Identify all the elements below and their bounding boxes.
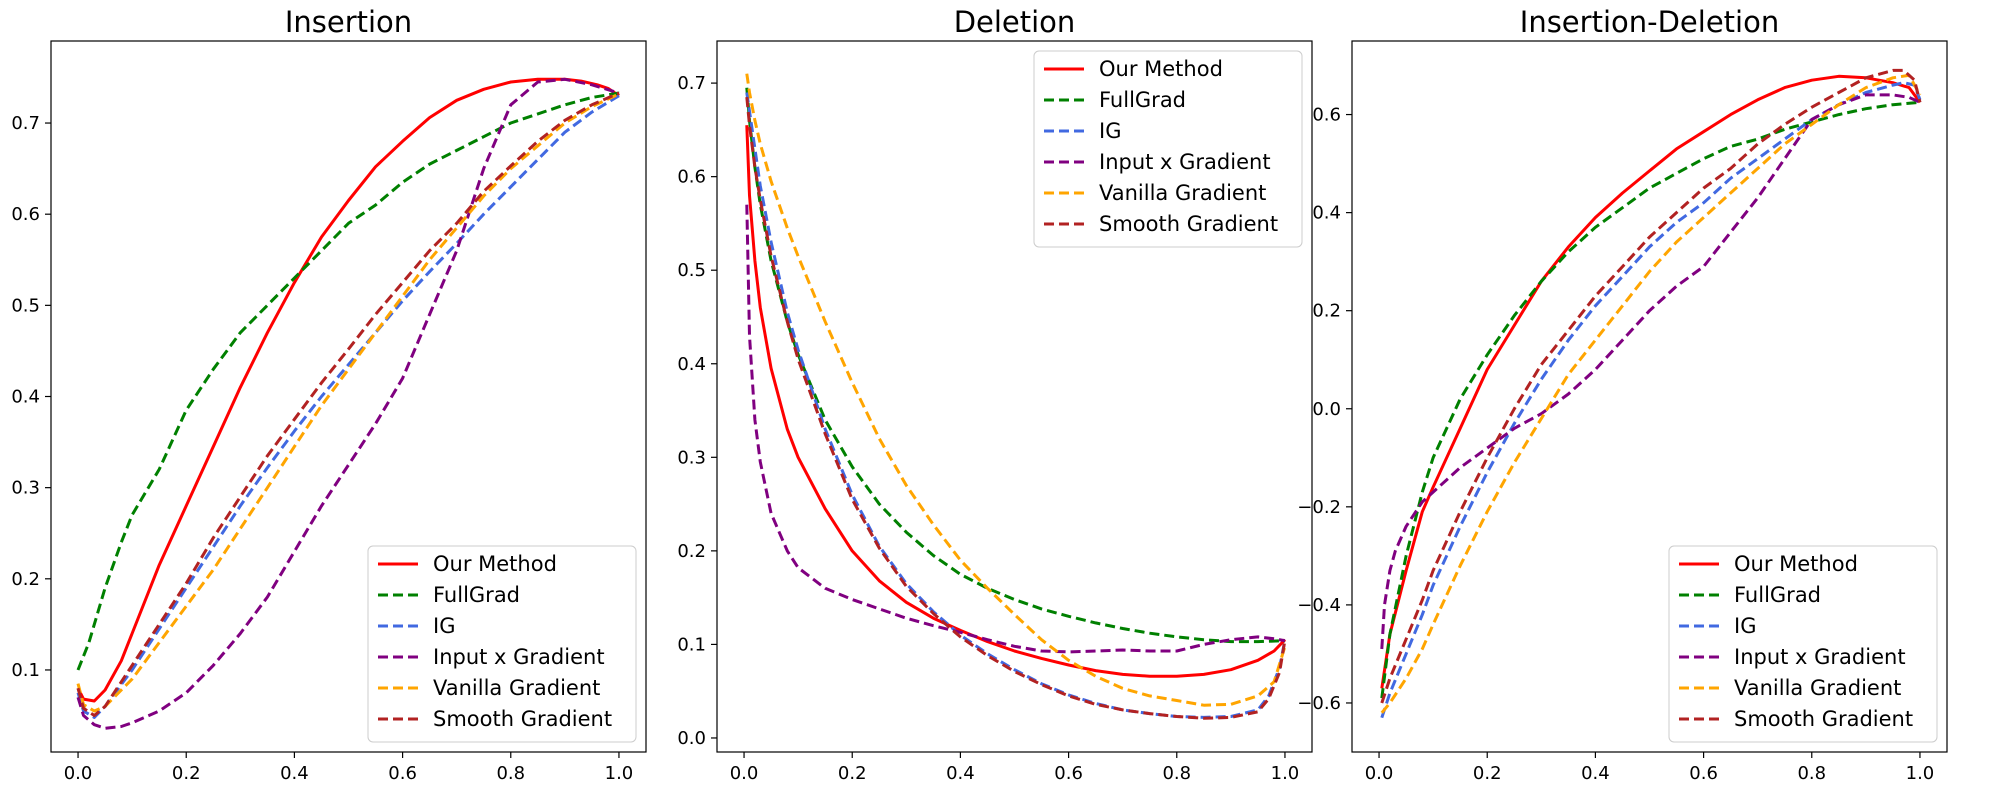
x-tick-label: 0.2 [172, 763, 201, 784]
y-tick-label: 0.7 [677, 73, 706, 94]
legend: Our Method FullGrad IG Input x Gradient Vani… [1033, 50, 1303, 248]
legend-label-smooth-gradient: Smooth Gradient [433, 707, 612, 731]
series-line-input-x-gradient [745, 204, 1286, 654]
x-tick-label: 0.4 [946, 763, 975, 784]
series-line-fullgrad [76, 91, 620, 671]
y-tick-label: −0.2 [1297, 497, 1341, 518]
x-tick-label: 0.2 [1473, 763, 1502, 784]
legend-label-our-method: Our Method [433, 552, 557, 576]
panel-deletion: Deletion 0.0 0.2 0.4 0.6 0.8 1.0 0.0 0.1 0.2 0.3 0.… [677, 5, 1313, 784]
y-tick-label: 0.5 [677, 260, 706, 281]
axes-frame [1351, 40, 1948, 753]
y-tick-label: −0.6 [1297, 693, 1341, 714]
y-tick-label: 0.3 [677, 447, 706, 468]
legend-label-input-x-gradient: Input x Gradient [433, 645, 605, 669]
legend-label-vanilla-gradient: Vanilla Gradient [1099, 181, 1266, 205]
panel-insertion: Insertion 0.0 0.2 0.4 0.6 0.8 1.0 0.1 0.2 0.3 0.4 0… [11, 5, 647, 784]
series-group [745, 73, 1287, 720]
series-line-smooth-gradient [1380, 68, 1922, 704]
y-tick-label: 0.4 [677, 354, 706, 375]
series-line-smooth-gradient [745, 96, 1287, 720]
x-tick-label: 0.6 [1054, 763, 1083, 784]
x-tick-label: 1.0 [1271, 763, 1300, 784]
y-tick-label: 0.6 [11, 204, 40, 225]
x-tick-label: 0.8 [1797, 763, 1826, 784]
legend-box [1668, 545, 1938, 743]
x-tick-label: 0.2 [838, 763, 867, 784]
y-tick-label: 0.5 [11, 295, 40, 316]
legend-label-input-x-gradient: Input x Gradient [1734, 645, 1906, 669]
series-line-ig [1380, 81, 1922, 719]
x-tick-label: 0.4 [280, 763, 309, 784]
legend-label-ig: IG [433, 614, 455, 638]
y-tick-label: 0.4 [11, 387, 40, 408]
y-tick-label: 0.0 [1312, 399, 1341, 420]
x-tick-label: 1.0 [1906, 763, 1935, 784]
panel-title: Insertion-Deletion [1520, 5, 1779, 39]
series-line-our-method [1380, 74, 1922, 689]
y-tick-label: 0.2 [677, 541, 706, 562]
y-tick-label: 0.7 [11, 113, 40, 134]
legend-label-smooth-gradient: Smooth Gradient [1099, 212, 1278, 236]
x-tick-label: 0.8 [496, 763, 525, 784]
y-tick-label: 0.6 [677, 167, 706, 188]
y-tick-label: 0.3 [11, 478, 40, 499]
legend-label-fullgrad: FullGrad [1099, 88, 1186, 112]
x-tick-label: 0.6 [388, 763, 417, 784]
panel-title: Deletion [954, 5, 1076, 39]
legend-label-ig: IG [1099, 119, 1121, 143]
axes-frame [716, 40, 1313, 753]
y-tick-label: 0.4 [1312, 203, 1341, 224]
y-tick-label: 0.0 [677, 728, 706, 749]
series-line-ig [76, 94, 620, 719]
y-tick-label: 0.6 [1312, 105, 1341, 126]
x-tick-label: 0.6 [1689, 763, 1718, 784]
y-tick-label: 0.1 [677, 634, 706, 655]
series-line-fullgrad [1380, 100, 1921, 699]
panel-insertion-deletion: Insertion-Deletion 0.0 0.2 0.4 0.6 0.8 1.0 −0.6… [1297, 5, 1948, 784]
series-line-smooth-gradient [76, 91, 620, 717]
legend-label-fullgrad: FullGrad [433, 583, 520, 607]
y-tick-label: 0.2 [11, 569, 40, 590]
y-tick-label: 0.1 [11, 660, 40, 681]
legend-label-fullgrad: FullGrad [1734, 583, 1821, 607]
legend-label-our-method: Our Method [1734, 552, 1858, 576]
legend-box [1033, 50, 1303, 248]
legend: Our Method FullGrad IG Input x Gradient Vani… [1668, 545, 1938, 743]
series-line-input-x-gradient [1380, 93, 1921, 650]
legend-label-input-x-gradient: Input x Gradient [1099, 150, 1271, 174]
legend-box [367, 545, 637, 743]
y-tick-label: −0.4 [1297, 595, 1341, 616]
x-tick-label: 0.4 [1581, 763, 1610, 784]
legend-label-vanilla-gradient: Vanilla Gradient [1734, 676, 1901, 700]
legend-label-vanilla-gradient: Vanilla Gradient [433, 676, 600, 700]
series-line-input-x-gradient [76, 77, 620, 730]
x-tick-label: 0.0 [730, 763, 759, 784]
series-group [76, 77, 620, 730]
x-tick-label: 0.0 [64, 763, 93, 784]
series-group [1380, 68, 1922, 719]
x-tick-label: 1.0 [605, 763, 634, 784]
series-line-vanilla-gradient [1380, 73, 1922, 714]
x-tick-label: 0.8 [1162, 763, 1191, 784]
legend-label-smooth-gradient: Smooth Gradient [1734, 707, 1913, 731]
series-line-vanilla-gradient [745, 73, 1287, 707]
legend-label-our-method: Our Method [1099, 57, 1223, 81]
x-tick-label: 0.0 [1365, 763, 1394, 784]
legend-label-ig: IG [1734, 614, 1756, 638]
legend: Our Method FullGrad IG Input x Gradient Vani… [367, 545, 637, 743]
panel-title: Insertion [285, 5, 412, 39]
y-tick-label: 0.2 [1312, 301, 1341, 322]
